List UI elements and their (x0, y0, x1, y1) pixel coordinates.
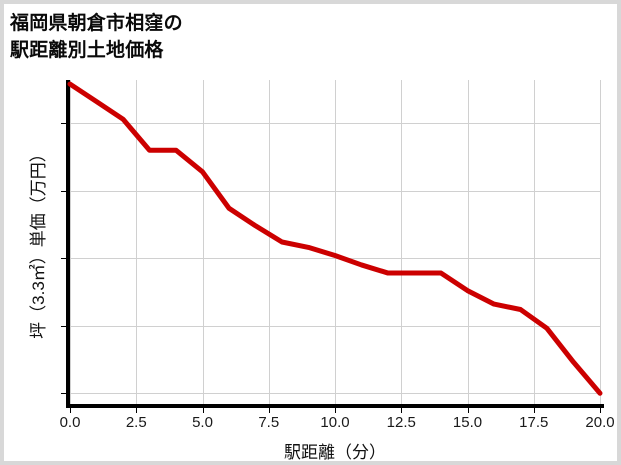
x-tick-label: 17.5 (519, 414, 549, 431)
plot-inner: 0.02.55.07.510.012.515.017.520.08.59.09.… (60, 80, 615, 431)
x-tick-mark (335, 408, 336, 413)
gridline-horizontal (70, 393, 600, 395)
x-tick-mark (401, 408, 403, 413)
gridline-horizontal (70, 190, 600, 192)
gridline-vertical (467, 80, 469, 404)
y-axis-label: 坪（3.3㎡）単価（万円） (29, 145, 48, 339)
x-tick-label: 15.0 (452, 414, 483, 431)
x-tick-label: 5.0 (192, 414, 213, 431)
x-tick-label: 10.0 (320, 414, 350, 431)
y-tick-mark (61, 393, 66, 395)
y-tick-mark (61, 258, 66, 260)
x-tick-mark (533, 408, 535, 413)
page-title: 福岡県朝倉市相窪の 駅距離別土地価格 (10, 13, 183, 61)
y-axis-spine (66, 80, 70, 408)
y-tick-mark (61, 123, 66, 125)
x-axis-label: 駅距離（分） (284, 443, 386, 462)
x-tick-mark (202, 408, 204, 413)
gridline-vertical (335, 80, 336, 404)
y-axis-label-wrap: 坪（3.3㎡）単価（万円） (29, 80, 90, 404)
gridline-horizontal (70, 325, 600, 327)
x-tick-label: 20.0 (585, 414, 615, 431)
x-tick-mark (136, 408, 138, 413)
chart-figure: 福岡県朝倉市相窪の 駅距離別土地価格 0.0 2.5 5.0 7.5 10.0 12.5 1… (4, 4, 617, 462)
x-tick-mark (268, 408, 270, 413)
x-tick-mark (600, 408, 601, 413)
gridline-vertical (70, 80, 71, 404)
x-tick-label: 0.0 (59, 414, 81, 431)
x-tick-label: 7.5 (258, 414, 280, 431)
series-line-坪単価 (67, 81, 603, 396)
series-line-layer (67, 81, 603, 396)
y-tick-mark (61, 325, 66, 327)
x-tick-label: 2.5 (125, 414, 147, 431)
x-tick-label: 12.5 (386, 414, 416, 431)
gridline-horizontal (70, 123, 600, 125)
gridline-vertical (202, 80, 204, 404)
gridline-vertical (600, 80, 601, 404)
x-axis-spine (66, 404, 604, 408)
plot-area: 0.02.55.07.510.012.515.017.520.08.59.09.… (29, 80, 615, 462)
gridline-vertical (533, 80, 535, 404)
x-tick-mark (467, 408, 469, 413)
gridline-vertical (268, 80, 270, 404)
gridline-horizontal (70, 258, 600, 260)
gridline-vertical (136, 80, 138, 404)
y-tick-mark (61, 190, 66, 192)
gridline-vertical (401, 80, 403, 404)
x-tick-mark (70, 408, 71, 413)
